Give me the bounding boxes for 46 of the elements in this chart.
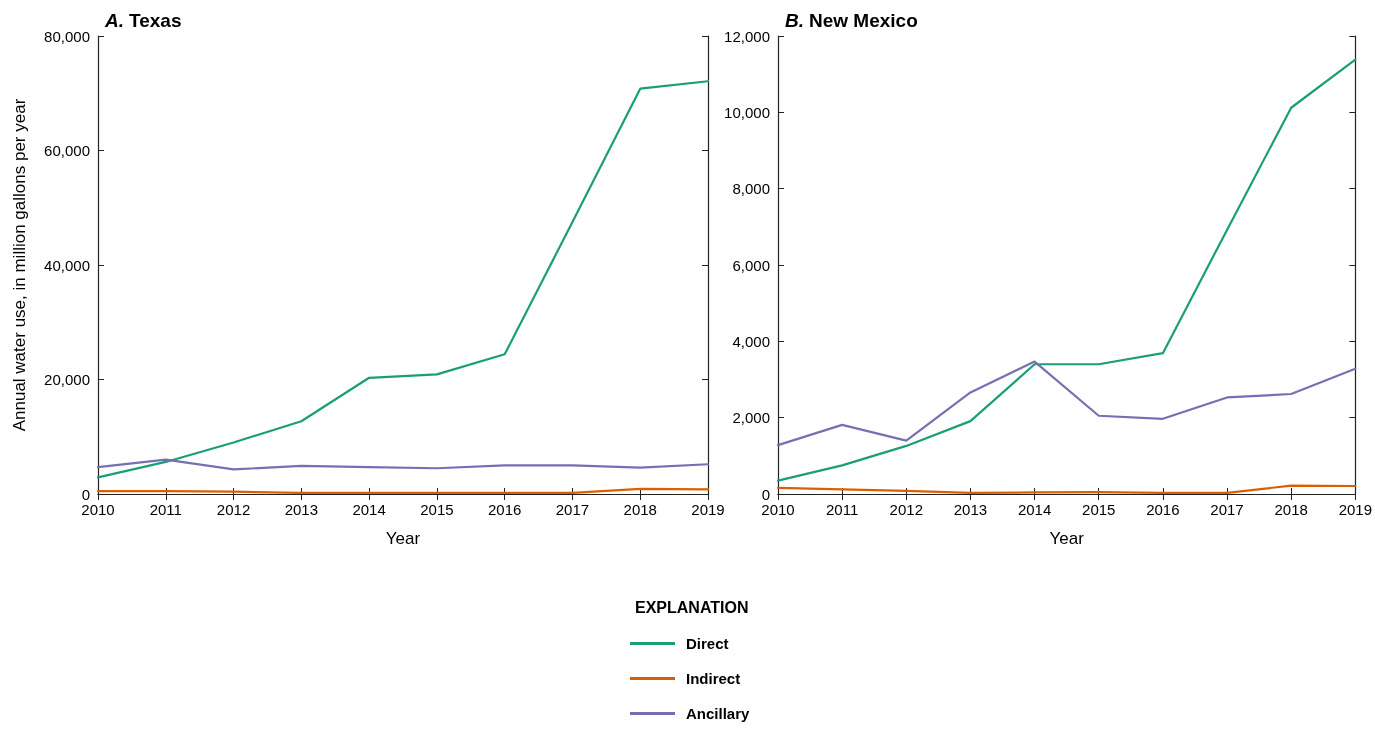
x-tick-label: 2014 — [1017, 501, 1052, 518]
y-tick-label: 4,000 — [732, 332, 770, 350]
line-series — [96, 80, 710, 479]
y-tick-label: 10,000 — [724, 103, 770, 121]
y-tick-label: 8,000 — [732, 180, 770, 198]
line-series — [776, 484, 1357, 494]
y-tick-label: 20,000 — [44, 371, 90, 388]
x-axis-title: Year — [1049, 529, 1085, 548]
line-series — [776, 58, 1357, 482]
y-tick-label: 0 — [81, 485, 90, 503]
x-tick-label: 2010 — [761, 501, 795, 518]
x-tick-label: 2016 — [487, 501, 522, 518]
line-series — [96, 458, 710, 471]
legend-label: Direct — [686, 635, 729, 652]
y-tick-label: 40,000 — [44, 256, 90, 274]
x-axis-title: Year — [385, 529, 421, 548]
x-tick-label: 2018 — [623, 501, 657, 518]
x-tick-label: 2013 — [953, 501, 988, 518]
legend-title: EXPLANATION — [635, 598, 749, 616]
x-tick-label: 2019 — [691, 501, 725, 518]
y-tick-label: 80,000 — [44, 27, 90, 45]
legend-label: Indirect — [686, 670, 741, 687]
x-tick-label: 2015 — [420, 501, 454, 518]
x-tick-label: 2015 — [1082, 501, 1116, 518]
y-tick-label: 12,000 — [724, 27, 770, 45]
y-tick-label: 60,000 — [44, 142, 90, 159]
x-tick-label: 2012 — [889, 501, 923, 518]
line-series — [776, 360, 1357, 447]
x-tick-label: 2011 — [826, 501, 859, 518]
x-tick-label: 2017 — [1210, 501, 1244, 518]
chart-title: B. New Mexico — [785, 10, 918, 31]
y-tick-label: 2,000 — [732, 409, 770, 427]
x-tick-label: 2014 — [352, 501, 386, 518]
x-tick-label: 2018 — [1274, 501, 1308, 518]
x-tick-label: 2013 — [284, 501, 319, 518]
x-tick-label: 2012 — [216, 501, 251, 518]
x-tick-label: 2011 — [149, 501, 182, 518]
x-tick-label: 2010 — [81, 501, 115, 518]
legend-label: Ancillary — [686, 705, 751, 722]
x-tick-label: 2017 — [555, 501, 590, 518]
y-axis-title: Annual water use, in million gallons per year — [10, 98, 29, 432]
x-tick-label: 2016 — [1146, 501, 1180, 518]
x-tick-label: 2019 — [1338, 501, 1372, 518]
y-tick-label: 0 — [761, 485, 770, 503]
chart-title: A. Texas — [104, 10, 182, 31]
y-tick-label: 6,000 — [732, 256, 770, 274]
